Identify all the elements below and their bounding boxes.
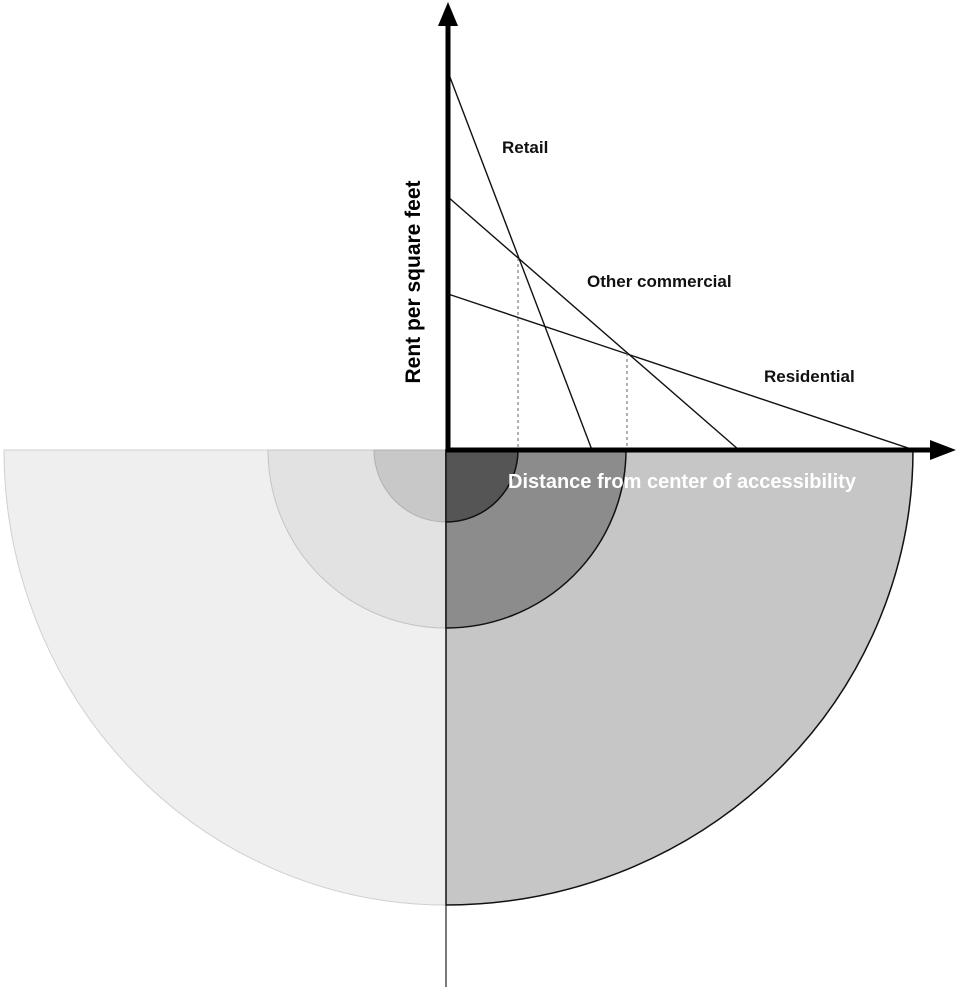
x-axis-arrowhead	[930, 440, 956, 460]
zone-retail-left	[373, 449, 447, 523]
retail-bid-rent-line	[447, 71, 593, 451]
other-commercial-bid-rent-line	[447, 196, 740, 451]
other-commercial-label: Other commercial	[587, 272, 732, 291]
residential-label: Residential	[764, 367, 855, 386]
x-axis-title: Distance from center of accessibility	[508, 471, 857, 493]
residential-bid-rent-line	[447, 293, 915, 451]
y-axis-arrowhead	[438, 2, 458, 26]
y-axis-title: Rent per square feet	[402, 180, 425, 383]
zone-retail-right	[445, 449, 519, 523]
retail-label: Retail	[502, 138, 548, 157]
